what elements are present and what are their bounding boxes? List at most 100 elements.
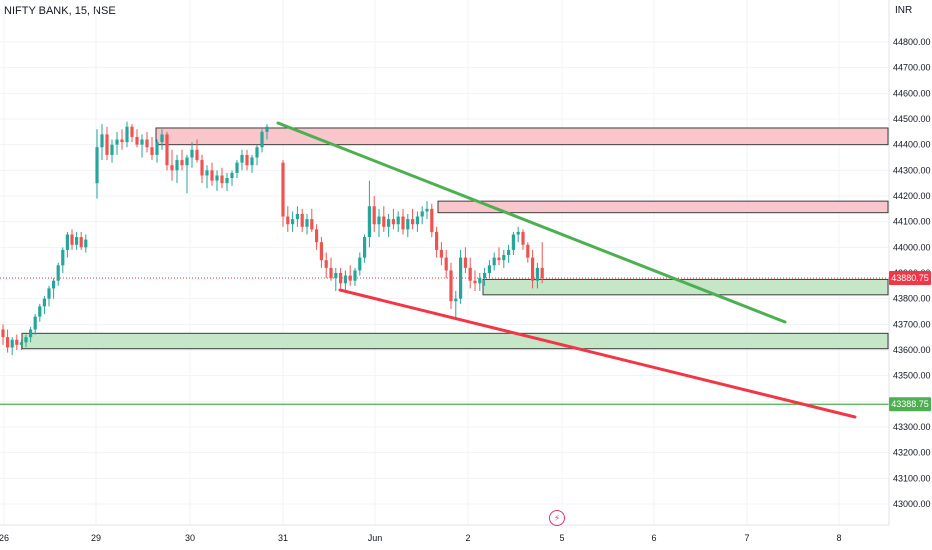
- candle-body: [70, 234, 74, 245]
- time-tick-label: 2: [465, 533, 470, 543]
- candle-body: [435, 231, 439, 250]
- price-tick-label: 43600.00: [893, 345, 931, 355]
- candle-body: [52, 280, 56, 289]
- candle-body: [483, 273, 487, 279]
- candle-body: [265, 126, 269, 132]
- candle-body: [105, 134, 109, 155]
- lower-trendline[interactable]: [338, 288, 857, 419]
- support-zone[interactable]: [482, 278, 889, 296]
- upper-trendline[interactable]: [276, 121, 787, 324]
- candle-body: [415, 216, 419, 225]
- candle-body: [324, 260, 328, 268]
- currency-label: INR: [895, 5, 913, 16]
- candle-body: [42, 298, 46, 307]
- candle-body: [160, 134, 164, 143]
- candle-body: [425, 208, 429, 212]
- candle-body: [190, 149, 194, 158]
- price-tick-label: 44000.00: [893, 242, 931, 252]
- candle-body: [61, 249, 65, 266]
- candle-body: [305, 219, 309, 227]
- price-tick-label: 43000.00: [893, 499, 931, 509]
- candle-body: [140, 139, 144, 145]
- time-tick-label: 7: [744, 533, 749, 543]
- candle-body: [463, 257, 467, 268]
- candle-body: [210, 170, 214, 181]
- candle-body: [115, 139, 119, 145]
- candle-body: [33, 316, 37, 330]
- time-tick-label: 6: [651, 533, 656, 543]
- price-tick-label: 43500.00: [893, 371, 931, 381]
- price-tick-label: 44600.00: [893, 88, 931, 98]
- price-tick-label: 44800.00: [893, 37, 931, 47]
- candle-body: [521, 231, 525, 245]
- candle-body: [535, 267, 539, 281]
- candle-body: [260, 131, 264, 148]
- candle-body: [120, 139, 124, 143]
- candle-body: [295, 213, 299, 220]
- candle-body: [540, 267, 544, 279]
- candle-body: [391, 219, 395, 225]
- tradingview-logo-icon[interactable]: ⚡: [549, 510, 565, 526]
- trendlines-layer[interactable]: [276, 121, 857, 419]
- resistance-zone[interactable]: [155, 127, 889, 146]
- price-tag-bg: [889, 397, 931, 412]
- price-tag-label: 43880.75: [891, 273, 929, 283]
- price-tick-label: 44400.00: [893, 140, 931, 150]
- candle-body: [315, 229, 319, 243]
- candle-body: [454, 298, 458, 302]
- time-axis[interactable]: 26 29 30 31 Jun 2 5 6 7 8: [0, 533, 842, 543]
- candle-body: [150, 147, 154, 155]
- candle-body: [334, 273, 338, 279]
- candle-body: [155, 142, 159, 155]
- time-tick-label: 26: [0, 533, 9, 543]
- price-tick-label: 44500.00: [893, 114, 931, 124]
- candle-body: [401, 216, 405, 230]
- candle-body: [79, 237, 83, 248]
- candle-body: [343, 275, 347, 284]
- price-tick-label: 43300.00: [893, 422, 931, 432]
- candle-body: [195, 149, 199, 161]
- candle-body: [65, 234, 69, 250]
- candle-body: [281, 162, 285, 217]
- candle-body: [329, 267, 333, 279]
- time-tick-label: Jun: [368, 533, 383, 543]
- candle-body: [291, 219, 295, 225]
- candle-body: [492, 257, 496, 266]
- candle-body: [411, 219, 415, 225]
- candle-body: [444, 257, 448, 271]
- price-tick-label: 43200.00: [893, 448, 931, 458]
- candle-body: [29, 329, 33, 338]
- candle-body: [358, 257, 362, 271]
- candle-body: [478, 278, 482, 284]
- candle-body: [250, 157, 254, 166]
- candle-body: [175, 160, 179, 171]
- support-zone[interactable]: [21, 332, 889, 350]
- candle-body: [502, 255, 506, 261]
- candle-body: [185, 157, 189, 166]
- candle-body: [420, 211, 424, 217]
- candle-body: [406, 219, 410, 230]
- price-tags: 43880.75 43388.75: [889, 270, 931, 412]
- candle-body: [230, 172, 234, 179]
- candle-body: [449, 270, 453, 302]
- candle-body: [511, 234, 515, 250]
- candle-body: [95, 147, 99, 184]
- candle-body: [200, 160, 204, 176]
- candle-body: [339, 273, 343, 284]
- candle-body: [377, 216, 381, 225]
- candle-body: [110, 144, 114, 155]
- time-tick-label: 31: [278, 533, 288, 543]
- candle-body: [363, 237, 367, 258]
- candle-body: [319, 242, 323, 261]
- candle-body: [145, 139, 149, 148]
- price-tick-label: 43700.00: [893, 319, 931, 329]
- price-tick-label: 43100.00: [893, 473, 931, 483]
- candle-body: [468, 267, 472, 281]
- resistance-zone[interactable]: [437, 200, 889, 214]
- candle-body: [430, 208, 434, 232]
- candle-body: [255, 147, 259, 158]
- candle-body: [497, 257, 501, 261]
- grid: [0, 0, 889, 525]
- candle-body: [240, 154, 244, 163]
